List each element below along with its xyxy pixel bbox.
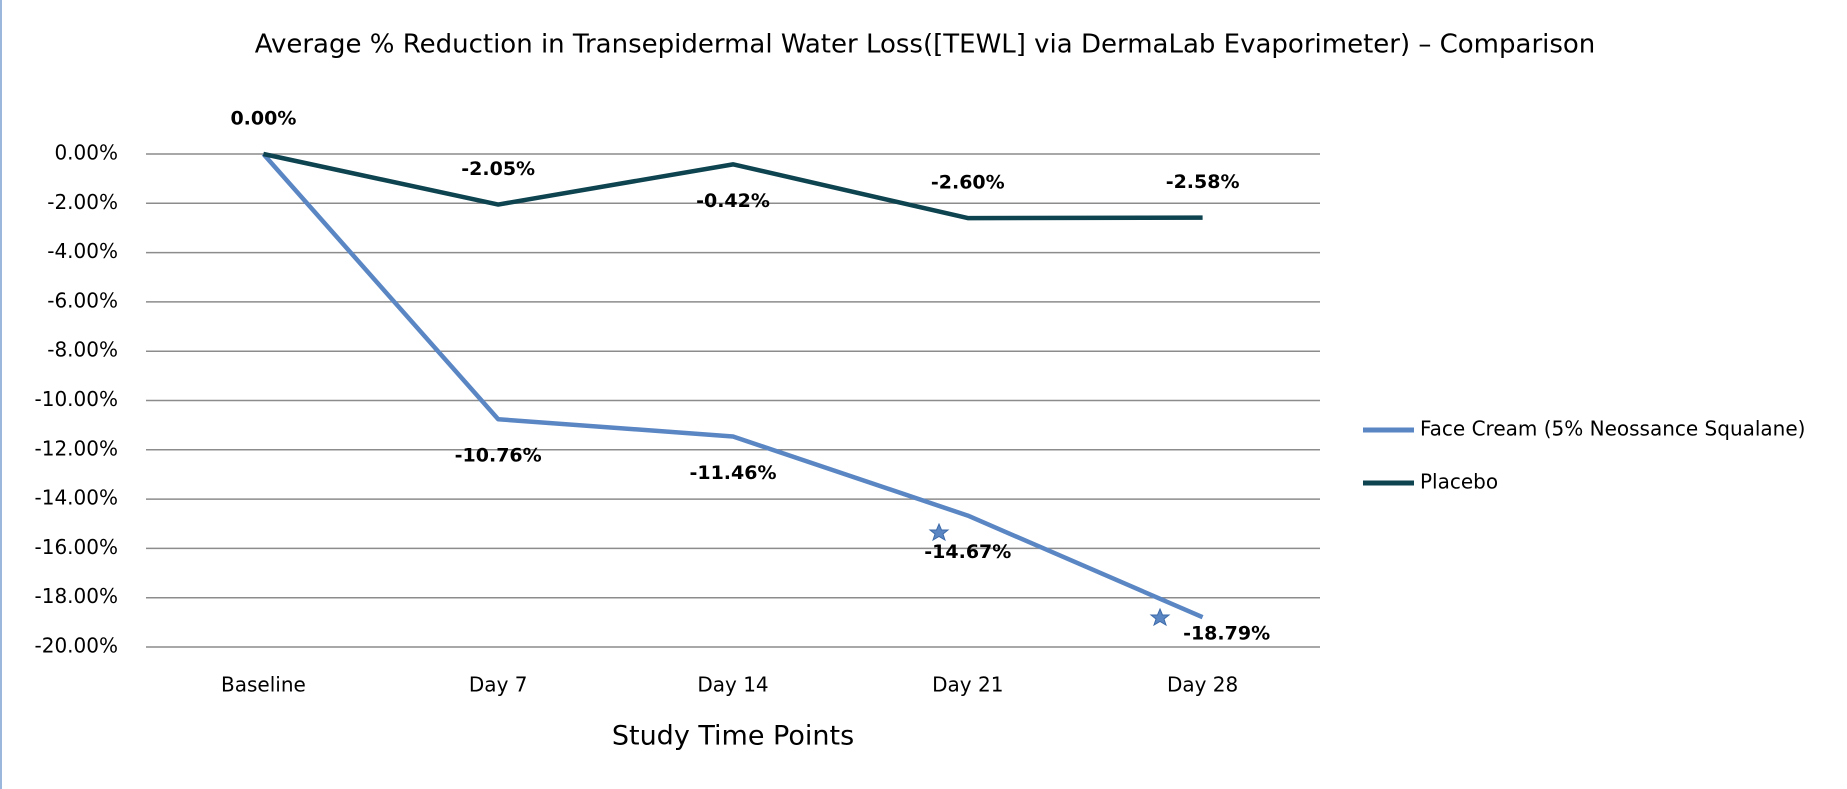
series-line bbox=[262, 151, 1203, 221]
y-tick-label: -18.00% bbox=[35, 584, 118, 608]
data-label: -10.76% bbox=[455, 445, 542, 467]
x-tick-label: Day 28 bbox=[1167, 673, 1238, 697]
data-label: -14.67% bbox=[924, 541, 1011, 563]
legend-label: Face Cream (5% Neossance Squalane) bbox=[1420, 417, 1805, 441]
star bbox=[928, 522, 950, 542]
x-axis-title: Study Time Points bbox=[612, 721, 854, 752]
y-tick-label: -8.00% bbox=[47, 338, 118, 362]
x-tick-label: Day 14 bbox=[697, 673, 768, 697]
chart-title: Average % Reduction in Transepidermal Wa… bbox=[255, 30, 1596, 60]
y-tick-label: -12.00% bbox=[35, 436, 118, 460]
y-tick-label: -16.00% bbox=[35, 535, 118, 559]
data-label: -2.58% bbox=[1166, 171, 1240, 193]
data-label: -0.42% bbox=[696, 190, 770, 212]
star bbox=[1149, 607, 1171, 627]
y-tick-label: -2.00% bbox=[47, 190, 118, 214]
data-label: -2.05% bbox=[461, 158, 535, 180]
y-tick-label: -10.00% bbox=[35, 387, 118, 411]
y-tick-label: -4.00% bbox=[47, 239, 118, 263]
x-tick-label: Day 21 bbox=[932, 673, 1003, 697]
data-label: -2.60% bbox=[931, 172, 1005, 194]
data-label: 0.00% bbox=[230, 108, 296, 130]
y-tick-label: 0.00% bbox=[54, 141, 118, 165]
series-line bbox=[261, 152, 1204, 620]
legend-label: Placebo bbox=[1420, 470, 1498, 494]
significance-markers bbox=[928, 522, 1171, 627]
x-tick-label: Day 7 bbox=[469, 673, 528, 697]
data-label: -18.79% bbox=[1183, 623, 1270, 645]
y-tick-label: -14.00% bbox=[35, 486, 118, 510]
y-tick-label: -6.00% bbox=[47, 288, 118, 312]
data-label: -11.46% bbox=[689, 462, 776, 484]
x-tick-label: Baseline bbox=[221, 673, 306, 697]
y-tick-label: -20.00% bbox=[35, 634, 118, 658]
